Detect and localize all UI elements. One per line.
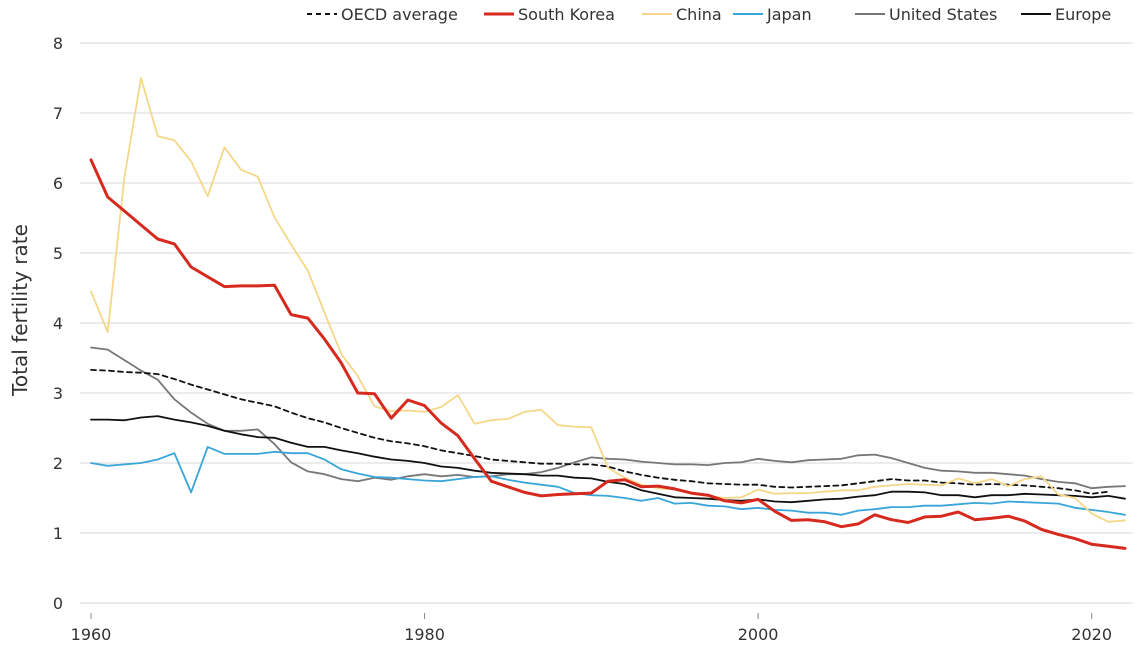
x-tick-label: 2020 [1071,625,1112,644]
legend-label-china: China [676,5,722,24]
y-axis-ticks: 0 1 2 3 4 5 6 7 8 [53,34,63,613]
legend-label-south-korea: South Korea [518,5,615,24]
x-axis-ticks: 1960 1980 2000 2020 [71,613,1112,644]
series-line-south-korea [89,158,1127,550]
series-line-oecd-average [90,369,1110,495]
y-tick-label: 7 [53,104,63,123]
series-line-united-states [90,346,1126,490]
x-tick-label: 2000 [738,625,779,644]
y-axis-label: Total fertility rate [8,224,32,397]
x-tick-label: 1960 [71,625,112,644]
legend-label-japan: Japan [766,5,812,24]
legend: OECD average South Korea China Japan United … [307,5,1111,24]
legend-label-europe: Europe [1055,5,1111,24]
y-tick-label: 6 [53,174,63,193]
gridlines [80,42,1133,604]
legend-label-oecd-average: OECD average [341,5,458,24]
y-tick-label: 1 [53,524,63,543]
y-tick-label: 4 [53,314,63,333]
y-tick-label: 0 [53,594,63,613]
x-tick-label: 1980 [404,625,445,644]
y-tick-label: 8 [53,34,63,53]
series-line-japan [90,446,1126,516]
y-tick-label: 3 [53,384,63,403]
series-lines [89,77,1127,550]
y-tick-label: 5 [53,244,63,263]
y-tick-label: 2 [53,454,63,473]
legend-label-united-states: United States [889,5,997,24]
series-line-china [90,77,1126,523]
